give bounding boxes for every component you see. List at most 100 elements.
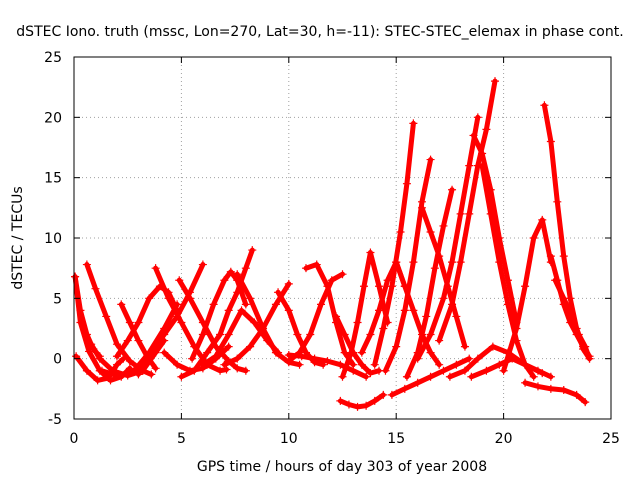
x-axis-ticks: 0 5 10 15 20 25 (70, 57, 620, 447)
data-point (448, 258, 457, 267)
data-point (396, 227, 405, 236)
data-point (400, 306, 409, 315)
data-series (521, 378, 590, 407)
data-point (151, 364, 160, 373)
x-tick-label: 20 (495, 431, 513, 447)
data-point (317, 300, 326, 309)
data-point (241, 264, 250, 273)
data-point (559, 252, 568, 261)
data-point (87, 340, 96, 349)
data-point (241, 366, 250, 375)
data-point (551, 276, 560, 285)
data-point (160, 330, 169, 339)
data-point (439, 294, 448, 303)
chart-title: dSTEC Iono. truth (mssc, Lon=270, Lat=30… (16, 24, 623, 40)
data-point (338, 372, 347, 381)
data-point (491, 77, 500, 86)
data-point (540, 101, 549, 110)
data-point (198, 330, 207, 339)
data-point (203, 348, 212, 357)
data-point (512, 324, 521, 333)
data-point (97, 366, 106, 375)
y-tick-label: 20 (44, 110, 62, 126)
data-point (112, 352, 121, 361)
data-point (559, 386, 568, 395)
data-point (226, 267, 235, 276)
data-series (274, 288, 328, 369)
y-axis-label: dSTEC / TECUs (10, 186, 26, 289)
data-point (409, 119, 418, 128)
data-point (435, 360, 444, 369)
data-point (460, 366, 469, 375)
data-point (402, 372, 411, 381)
data-point (452, 312, 461, 321)
data-point (366, 369, 375, 378)
data-point (233, 364, 242, 373)
data-point (301, 264, 310, 273)
series-trace (419, 205, 468, 350)
data-point (310, 354, 319, 363)
data-point (417, 203, 426, 212)
data-point (366, 330, 375, 339)
data-series (177, 246, 257, 381)
x-tick-label: 15 (387, 431, 405, 447)
data-point (574, 330, 583, 339)
data-series (381, 155, 435, 375)
data-point (250, 318, 259, 327)
data-point (521, 282, 530, 291)
data-point (439, 221, 448, 230)
data-point (465, 354, 474, 363)
data-point (486, 209, 495, 218)
data-point (448, 185, 457, 194)
data-point (375, 306, 384, 315)
y-tick-label: 25 (44, 50, 62, 66)
data-point (529, 372, 538, 381)
data-series (97, 300, 182, 380)
data-point (147, 370, 156, 379)
data-point (145, 294, 154, 303)
data-point (323, 357, 332, 366)
data-point (392, 258, 401, 267)
data-point (460, 342, 469, 351)
data-point (220, 276, 229, 285)
series-trace (522, 380, 588, 405)
data-series (301, 260, 358, 369)
data-point (387, 390, 396, 399)
data-point (482, 366, 491, 375)
series-trace (337, 392, 386, 410)
data-point (224, 306, 233, 315)
data-point (362, 401, 371, 410)
data-point (336, 360, 345, 369)
y-axis-ticks: -5 0 5 10 15 20 25 (44, 50, 611, 428)
data-point (198, 360, 207, 369)
series-trace (178, 247, 255, 380)
data-series (151, 264, 231, 375)
data-point (445, 372, 454, 381)
data-point (503, 300, 512, 309)
data-point (546, 384, 555, 393)
data-point (357, 360, 366, 369)
data-point (209, 300, 218, 309)
series-trace (99, 301, 180, 379)
data-point (125, 318, 134, 327)
data-point (572, 390, 581, 399)
data-point (117, 300, 126, 309)
y-tick-label: 5 (53, 291, 62, 307)
x-tick-label: 10 (280, 431, 298, 447)
data-point (422, 312, 431, 321)
data-point (353, 402, 362, 411)
series-trace (73, 353, 126, 383)
data-point (546, 137, 555, 146)
data-point (409, 258, 418, 267)
data-point (233, 270, 242, 279)
data-point (175, 276, 184, 285)
data-point (366, 248, 375, 257)
data-point (499, 366, 508, 375)
data-point (274, 288, 283, 297)
data-point (271, 300, 280, 309)
data-series (551, 276, 594, 363)
data-point (533, 382, 542, 391)
series-trace (383, 157, 434, 374)
data-point (248, 246, 257, 255)
data-point (112, 371, 121, 380)
